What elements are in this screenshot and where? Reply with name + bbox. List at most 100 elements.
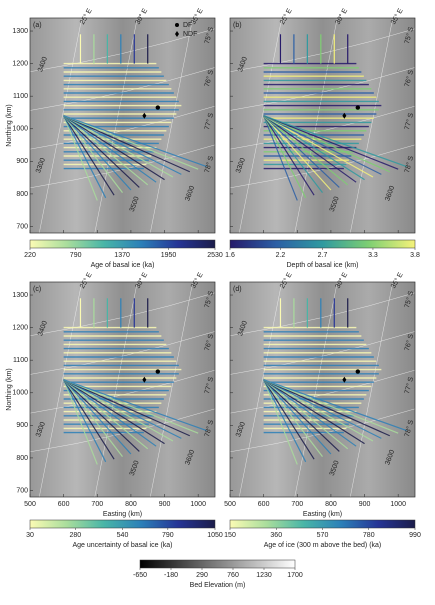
- contour-label: 3300: [235, 157, 247, 174]
- track: [263, 379, 399, 434]
- colorbar-tick-label: 790: [70, 252, 82, 259]
- colorbar-tick-label: 290: [196, 572, 208, 579]
- colorbar-tick-label: 220: [24, 252, 36, 259]
- track: [63, 115, 132, 191]
- track: [63, 115, 207, 168]
- track: [263, 379, 315, 460]
- contour-label: 3400: [237, 320, 249, 337]
- site-marker: [155, 105, 161, 110]
- track: [263, 379, 365, 445]
- y-axis-label: Northing (km): [6, 368, 13, 410]
- colorbar-tick-label: 30: [26, 532, 34, 539]
- colorbar: [229, 239, 416, 249]
- colorbar-tick-label: 360: [270, 532, 282, 539]
- track: [263, 115, 382, 175]
- colorbar-tick-label: 780: [363, 532, 375, 539]
- contour-label: 3400: [237, 56, 249, 73]
- x-tick-label: 900: [359, 501, 371, 508]
- site-marker: [342, 376, 347, 383]
- y-tick-label: 1300: [12, 28, 28, 35]
- track: [63, 379, 165, 445]
- graticule: [39, 17, 83, 234]
- graticule: [29, 408, 216, 453]
- track: [63, 115, 98, 201]
- track: [263, 379, 307, 463]
- colorbar-tick-label: 2.7: [318, 252, 328, 259]
- map-frame: [29, 17, 216, 234]
- graticule: [150, 17, 194, 234]
- track: [263, 115, 374, 178]
- track: [63, 115, 123, 193]
- contour-label: 3500: [329, 460, 341, 477]
- colorbar-tick-label: 990: [409, 532, 421, 539]
- x-tick-label: 1000: [190, 501, 206, 508]
- site-marker: [142, 112, 147, 119]
- colorbar-label: Age of basal ice (ka): [91, 262, 155, 269]
- site-marker: [155, 369, 161, 374]
- contour-label: 3400: [37, 320, 49, 337]
- map-shade: [230, 18, 415, 233]
- graticule: [294, 17, 338, 234]
- track: [263, 115, 298, 201]
- track: [63, 115, 174, 178]
- track: [63, 115, 165, 181]
- x-tick-label: 800: [125, 501, 137, 508]
- graticule: [229, 408, 416, 453]
- y-tick-label: 700: [16, 487, 28, 494]
- map-shade: [30, 18, 215, 233]
- track: [263, 379, 349, 450]
- y-tick-label: 800: [16, 455, 28, 462]
- contour-label: 3300: [35, 157, 47, 174]
- graticule: [350, 17, 394, 234]
- site-marker: [355, 369, 361, 374]
- track: [263, 379, 407, 432]
- track: [263, 115, 332, 191]
- y-tick-label: 900: [16, 422, 28, 429]
- track: [263, 115, 340, 188]
- graticule: [29, 28, 216, 72]
- y-tick-label: 1200: [12, 324, 28, 331]
- contour-label: 3600: [384, 449, 396, 466]
- colorbar-tick-label: 3.3: [368, 252, 378, 259]
- track: [63, 379, 157, 447]
- track: [63, 379, 123, 457]
- track: [63, 115, 140, 188]
- track: [63, 115, 149, 186]
- track: [63, 115, 107, 199]
- track: [63, 379, 199, 434]
- track: [63, 379, 115, 460]
- track: [263, 379, 357, 447]
- colorbar-tick-label: 280: [69, 532, 81, 539]
- y-tick-label: 1100: [13, 357, 28, 364]
- y-tick-label: 900: [16, 158, 28, 165]
- track: [263, 115, 399, 170]
- track: [263, 379, 382, 439]
- y-tick-label: 1200: [12, 60, 28, 67]
- colorbar: [139, 559, 296, 569]
- x-tick-label: 500: [24, 501, 36, 508]
- legend-marker: [175, 31, 179, 37]
- track: [263, 115, 391, 173]
- colorbar-tick-label: 760: [227, 572, 239, 579]
- contour-label: 3300: [235, 421, 247, 438]
- colorbar-label: Age uncertainty of basal ice (ka): [73, 542, 173, 549]
- panel-label: (a): [33, 22, 42, 29]
- y-tick-label: 1100: [13, 93, 28, 100]
- colorbar-tick-label: 2.2: [276, 252, 286, 259]
- colorbar-tick-label: 1230: [256, 572, 272, 579]
- track: [263, 115, 349, 186]
- x-tick-label: 1000: [390, 501, 406, 508]
- colorbar-tick-label: -180: [164, 572, 178, 579]
- site-marker: [355, 105, 361, 110]
- colorbar-tick-label: 1700: [287, 572, 303, 579]
- colorbar-label: Depth of basal ice (km): [287, 262, 359, 269]
- track: [263, 379, 332, 455]
- colorbar-tick-label: 1050: [207, 532, 223, 539]
- track: [63, 115, 182, 175]
- colorbar: [29, 239, 216, 249]
- colorbar-tick-label: 540: [117, 532, 129, 539]
- y-axis-label: Northing (km): [6, 104, 13, 146]
- contour-label: 3300: [35, 421, 47, 438]
- colorbar-tick-label: 150: [224, 532, 236, 539]
- contour-label: 3400: [37, 56, 49, 73]
